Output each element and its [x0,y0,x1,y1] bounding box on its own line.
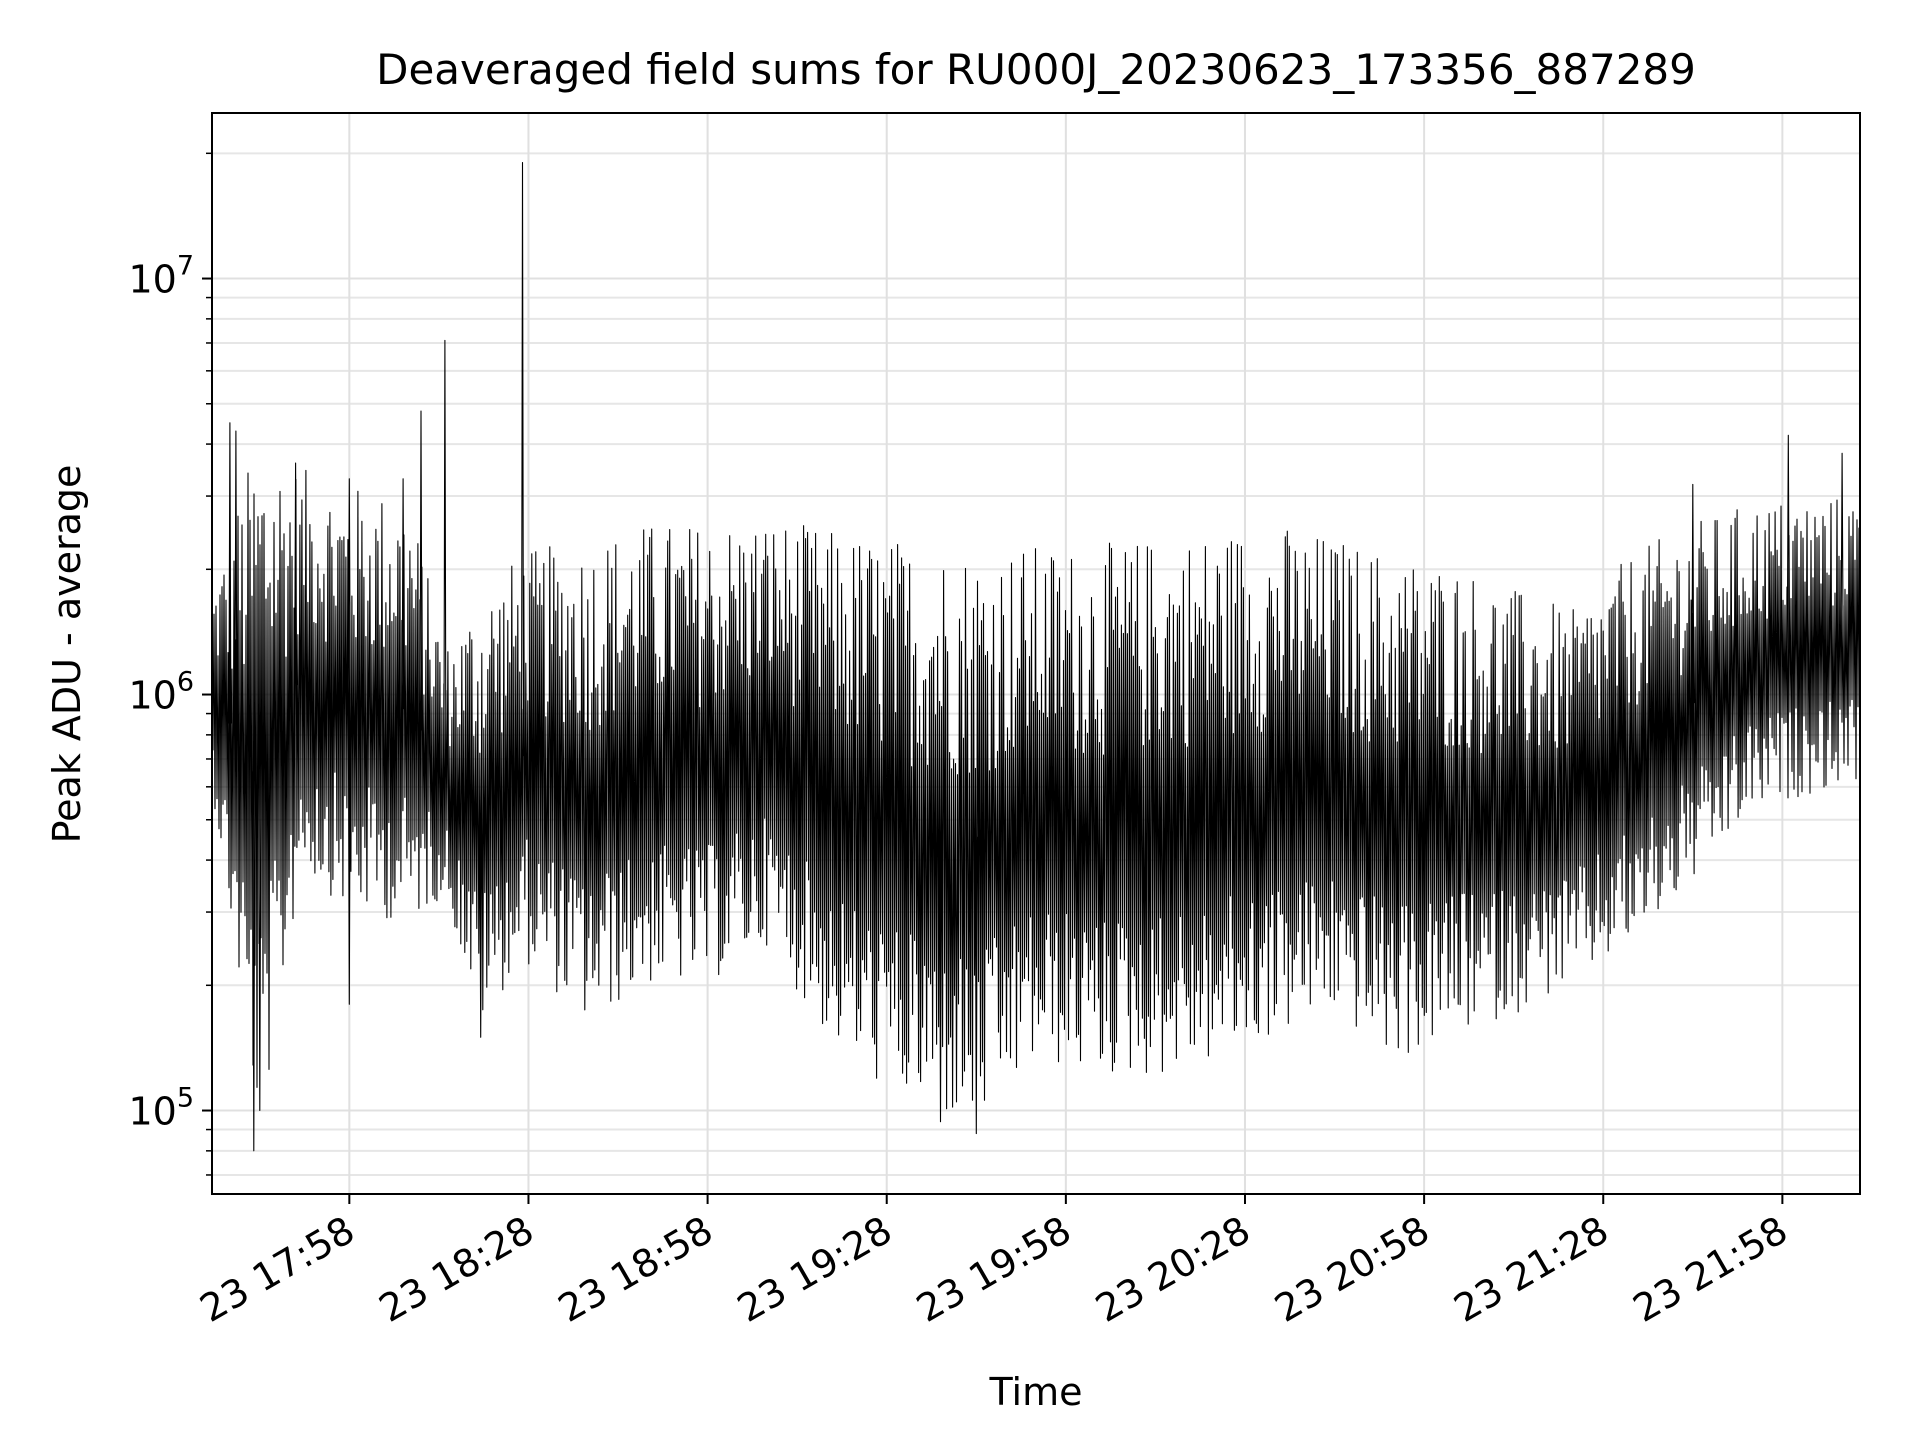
y-axis: 105 106 107 [128,152,212,1176]
chart-title: Deaveraged field sums for RU000J_2023062… [376,45,1696,94]
plot-area [211,162,1861,1152]
y-axis-label: Peak ADU - average [45,465,89,844]
plot-frame [211,112,1861,1195]
y-tick-label: 107 [128,251,194,302]
y-tick-label: 106 [128,667,194,718]
series-line [211,162,1861,1152]
x-axis-label: Time [989,1370,1083,1414]
y-tick-label: 105 [128,1083,194,1134]
